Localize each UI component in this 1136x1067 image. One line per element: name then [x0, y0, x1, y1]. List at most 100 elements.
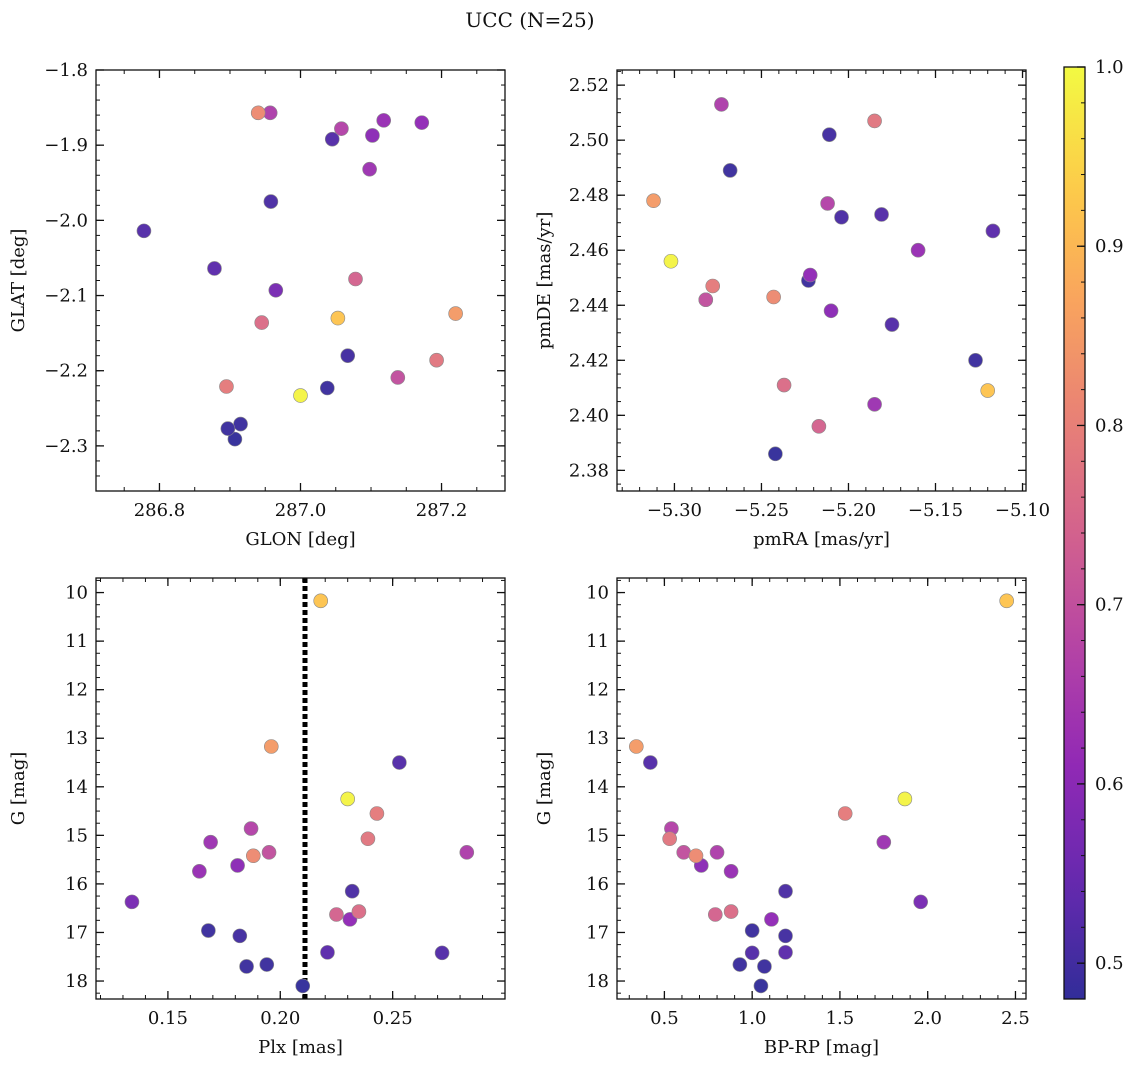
scatter-point	[753, 978, 769, 994]
scatter-point	[259, 957, 275, 972]
y-tick-label: 18	[65, 971, 88, 992]
colorbar-tick-label: 0.5	[1095, 953, 1124, 974]
y-tick-label: 10	[586, 583, 609, 604]
scatter-point	[874, 207, 889, 222]
y-tick-label: −1.9	[44, 135, 88, 156]
y-tick-label: 15	[586, 825, 609, 846]
scatter-point	[232, 928, 248, 944]
x-tick-label: 1.5	[826, 1008, 855, 1029]
scatter-point	[295, 978, 311, 994]
y-tick-label: 14	[65, 777, 88, 798]
major-ticks	[96, 578, 505, 999]
scatter-point	[429, 352, 444, 368]
scatter-point	[390, 370, 406, 385]
scatter-point	[764, 912, 779, 927]
x-tick-label: 0.5	[650, 1008, 679, 1029]
colorbar-tick-label: 0.8	[1095, 415, 1124, 436]
y-tick-label: 10	[65, 583, 88, 604]
x-tick-label: 287.0	[275, 500, 327, 521]
scatter-point	[723, 863, 739, 879]
scatter-point	[913, 894, 928, 910]
scatter-point	[201, 923, 216, 938]
scatter-point	[330, 310, 346, 326]
colorbar-fill	[1064, 67, 1085, 999]
y-tick-label: 2.48	[569, 185, 609, 206]
scatter-point	[757, 959, 772, 974]
scatter-point	[263, 739, 279, 754]
y-axis-label: pmDE [mas/yr]	[534, 212, 555, 350]
y-axis-label: G [mag]	[534, 752, 555, 825]
scatter-point	[732, 957, 748, 972]
x-tick-label: −5.30	[647, 500, 702, 521]
y-tick-label: 2.42	[569, 350, 609, 371]
scatter-point	[192, 863, 207, 879]
scatter-point	[884, 317, 900, 332]
scatter-point	[230, 858, 245, 873]
scatter-point	[823, 303, 839, 319]
scatter-point	[334, 121, 349, 136]
scatter-point	[329, 907, 344, 922]
y-tick-label: 18	[586, 971, 609, 992]
scatter-point	[243, 821, 259, 836]
scatter-points	[136, 105, 463, 447]
y-tick-label: 2.46	[569, 240, 609, 261]
minor-ticks	[96, 578, 506, 999]
colorbar-tick-label: 0.7	[1095, 595, 1124, 616]
scatter-point	[261, 845, 277, 860]
scatter-point	[629, 739, 644, 754]
x-tick-label: 2.0	[913, 1008, 942, 1029]
scatter-points	[646, 97, 1001, 462]
scatter-point	[822, 127, 837, 142]
scatter-point	[968, 352, 983, 368]
scatter-point	[392, 755, 407, 770]
x-axis-label: Plx [mas]	[258, 1037, 343, 1058]
y-tick-label: 2.40	[569, 405, 609, 426]
y-axis-label: GLAT [deg]	[8, 229, 29, 333]
y-tick-label: 11	[586, 631, 609, 652]
scatter-point	[867, 113, 882, 129]
y-tick-label: 12	[586, 680, 609, 701]
x-tick-label: 0.15	[148, 1008, 188, 1029]
scatter-point	[203, 834, 218, 850]
axes-frame	[616, 69, 1027, 492]
scatter-point	[293, 388, 308, 403]
scatter-point	[360, 831, 376, 847]
y-axis-label: G [mag]	[8, 752, 29, 825]
y-tick-label: 16	[65, 874, 88, 895]
scatter-point	[778, 928, 793, 944]
scatter-point	[723, 904, 739, 919]
major-ticks	[96, 69, 505, 491]
scatter-point	[434, 945, 450, 961]
panel-bprp-g: 0.5 1.0 1.5 2.0 2.5 10 11 12 13 14 15 16 17 18 BP-RP […	[534, 577, 1030, 1058]
scatter-point	[448, 306, 463, 321]
scatter-point	[340, 791, 355, 807]
scatter-point	[722, 163, 738, 178]
scatter-point	[980, 383, 996, 398]
scatter-point	[646, 193, 661, 209]
axes-frame	[95, 577, 506, 1000]
x-axis-label: pmRA [mas/yr]	[753, 529, 890, 550]
x-tick-label: −5.15	[908, 500, 963, 521]
scatter-point	[324, 131, 340, 147]
scatter-point	[705, 278, 721, 294]
major-ticks	[617, 578, 1026, 999]
scatter-points	[629, 593, 1014, 994]
y-tick-label: 17	[65, 922, 88, 943]
scatter-point	[897, 791, 913, 807]
x-tick-label: −5.20	[821, 500, 876, 521]
x-tick-label: −5.25	[734, 500, 789, 521]
scatter-point	[254, 315, 270, 330]
panel-glon-glat: 286.8 287.0 287.2 −1.8 −1.9 −2.0 −2.1 −2.2 −2.3 G…	[8, 60, 506, 550]
y-tick-label: 16	[586, 874, 609, 895]
colorbar-tick-label: 0.9	[1095, 236, 1124, 257]
scatter-point	[233, 416, 248, 432]
scatter-point	[662, 831, 677, 847]
scatter-point	[219, 379, 234, 394]
scatter-point	[708, 907, 723, 922]
scatter-point	[459, 845, 475, 860]
scatter-point	[778, 945, 793, 960]
scatter-point	[268, 282, 284, 298]
scatter-point	[811, 419, 827, 434]
panel-pmra-pmde: −5.30 −5.25 −5.20 −5.15 −5.10 2.38 2.40 2.42 2.4…	[534, 69, 1050, 550]
figure-title: UCC (N=25)	[465, 8, 594, 32]
